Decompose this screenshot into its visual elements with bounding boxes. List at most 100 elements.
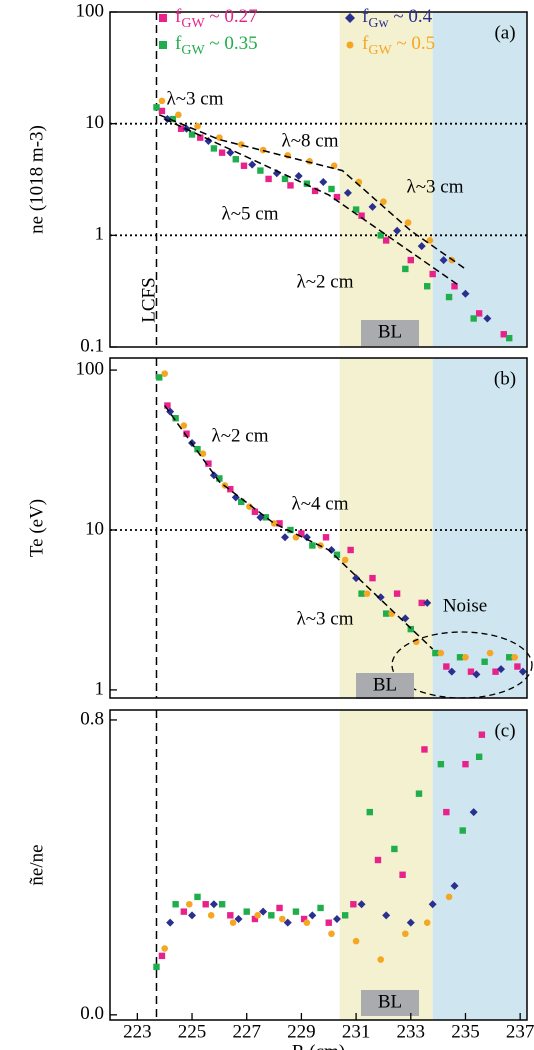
legend-label-part: ~ 0.5 (392, 33, 436, 54)
point (450, 881, 459, 890)
x-tick-label: 237 (506, 1021, 534, 1042)
point (278, 915, 286, 923)
point (486, 649, 494, 657)
annotation: BL (373, 674, 397, 695)
plot-frame (109, 11, 528, 348)
point (429, 270, 436, 278)
point (469, 808, 478, 817)
point (259, 907, 268, 916)
point (158, 952, 166, 960)
point (240, 162, 248, 169)
point (443, 808, 450, 816)
point (161, 945, 168, 952)
annotation: λ~2 cm (297, 271, 354, 292)
point (177, 125, 185, 132)
point (237, 141, 245, 148)
point (322, 534, 330, 541)
x-tick-label: 231 (342, 1021, 371, 1042)
point (391, 845, 398, 853)
shaded-region (432, 358, 527, 698)
point (262, 514, 270, 521)
bl-box (361, 320, 419, 346)
y-tick-label: 0.0 (80, 1003, 104, 1024)
point (511, 653, 518, 661)
point (328, 930, 335, 938)
point (227, 485, 234, 493)
y-tick-label: 0.1 (80, 335, 104, 356)
point (238, 498, 245, 506)
panel-label: (b) (494, 368, 516, 389)
point (254, 912, 261, 919)
legend-marker (345, 13, 355, 23)
legend-marker (159, 41, 167, 49)
point (418, 599, 425, 607)
point (347, 546, 354, 554)
point (246, 503, 253, 510)
annotation: LCFS (138, 277, 159, 322)
point (462, 653, 469, 661)
point (172, 415, 179, 422)
y-axis-label: Te (eV) (26, 499, 47, 557)
point (350, 901, 357, 908)
point (358, 212, 365, 219)
point (369, 574, 376, 582)
point (199, 450, 207, 457)
point (158, 97, 166, 105)
legend-label: fGW ~ 0.5 (362, 33, 435, 58)
point (188, 911, 197, 920)
point (437, 760, 445, 768)
point (382, 237, 390, 244)
point (302, 533, 311, 542)
point (234, 915, 243, 924)
legend-label-part: f (362, 33, 369, 54)
point (461, 289, 470, 298)
point (374, 856, 382, 864)
point (303, 180, 311, 187)
legend-label-part: f (175, 33, 182, 54)
y-tick-label: 1 (95, 224, 105, 245)
point (303, 919, 311, 926)
point (404, 219, 412, 226)
point (327, 545, 336, 554)
point (467, 668, 475, 675)
x-tick-label: 223 (123, 1021, 152, 1042)
annotation: λ~8 cm (282, 130, 339, 151)
point (257, 167, 264, 174)
point (251, 915, 259, 923)
point (175, 111, 182, 119)
point (287, 182, 294, 189)
point (188, 131, 196, 138)
legend-label-part: ~ 0.27 (205, 6, 258, 27)
point (205, 460, 212, 467)
y-tick-label: 0.8 (80, 708, 104, 729)
y-axis-label: ñe/ne (26, 844, 47, 885)
point (153, 104, 160, 111)
point (423, 919, 431, 926)
point (300, 915, 308, 923)
point (281, 533, 290, 542)
legend-label-part: ~ 0.4 (389, 6, 433, 27)
point (283, 918, 292, 927)
point (153, 963, 160, 971)
point (497, 665, 506, 674)
point (421, 746, 428, 753)
y-tick-label: 100 (76, 358, 105, 379)
point (481, 658, 488, 665)
shaded-region (339, 710, 433, 1020)
point (209, 900, 218, 909)
point (462, 760, 469, 768)
point (308, 911, 317, 920)
point (406, 918, 415, 927)
point (180, 422, 188, 429)
point (492, 668, 499, 675)
point (229, 919, 237, 926)
y-tick-label: 10 (85, 112, 104, 133)
point (292, 908, 300, 915)
point (451, 283, 458, 290)
point (447, 667, 456, 676)
shaded-region (432, 12, 527, 347)
legend-label-part: GW (181, 16, 205, 31)
point (251, 508, 259, 515)
point (194, 893, 201, 901)
fit-line (164, 118, 461, 287)
